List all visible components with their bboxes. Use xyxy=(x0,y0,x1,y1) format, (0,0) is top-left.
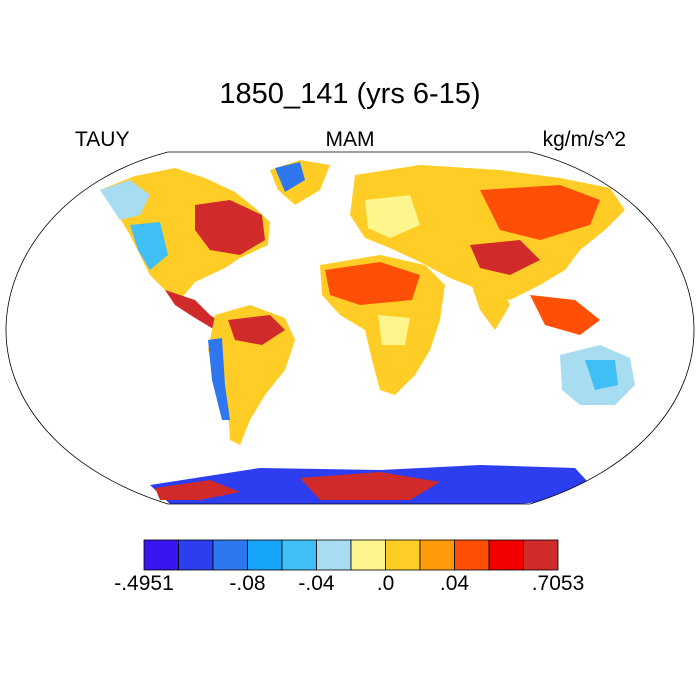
australia-anomaly xyxy=(585,360,618,390)
projection-outline xyxy=(5,151,695,505)
season-label: MAM xyxy=(325,128,375,151)
colorbar-tick-label: .7053 xyxy=(531,572,585,595)
colorbar-box xyxy=(316,539,352,571)
colorbar-box xyxy=(247,539,283,571)
colorbar-tick-label: .0 xyxy=(376,572,395,595)
south-america xyxy=(208,305,295,445)
antarctica-east-anomaly xyxy=(300,472,440,500)
antarctica-west-anomaly xyxy=(155,480,240,500)
variable-label: TAUY xyxy=(75,128,130,151)
colorbar-box xyxy=(523,539,559,571)
colorbar-tick-label: .04 xyxy=(439,572,470,595)
greenland-anomaly xyxy=(275,162,305,192)
sahara-anomaly xyxy=(325,262,420,305)
colorbar-box xyxy=(419,539,455,571)
central-america xyxy=(165,290,225,330)
colorbar-tick-label: -.08 xyxy=(229,572,266,595)
se-asia-anomaly xyxy=(530,295,600,335)
amazon-anomaly xyxy=(228,315,285,345)
colorbar-box xyxy=(281,539,317,571)
colorbar-box xyxy=(488,539,524,571)
south-asia xyxy=(470,280,510,330)
colorbar-box xyxy=(385,539,421,571)
colorbar-tick-label: -.4951 xyxy=(114,572,174,595)
andes-anomaly xyxy=(208,338,230,420)
colorbar-box xyxy=(212,539,248,571)
colorbar-box xyxy=(178,539,214,571)
land-field xyxy=(100,160,635,504)
canada-east-anomaly xyxy=(195,200,265,255)
europe-anomaly xyxy=(365,195,420,238)
western-us-anomaly xyxy=(130,222,168,270)
colorbar-box xyxy=(350,539,386,571)
siberia-anomaly xyxy=(480,185,600,240)
alaska-anomaly xyxy=(100,180,150,220)
plot-title: 1850_141 (yrs 6-15) xyxy=(219,78,481,110)
units-label: kg/m/s^2 xyxy=(542,128,626,151)
colorbar-box xyxy=(143,539,179,571)
central-africa-anomaly xyxy=(378,315,410,345)
tibet-anomaly xyxy=(470,240,540,275)
colorbar-box xyxy=(454,539,490,571)
colorbar-tick-label: -.04 xyxy=(298,572,335,595)
